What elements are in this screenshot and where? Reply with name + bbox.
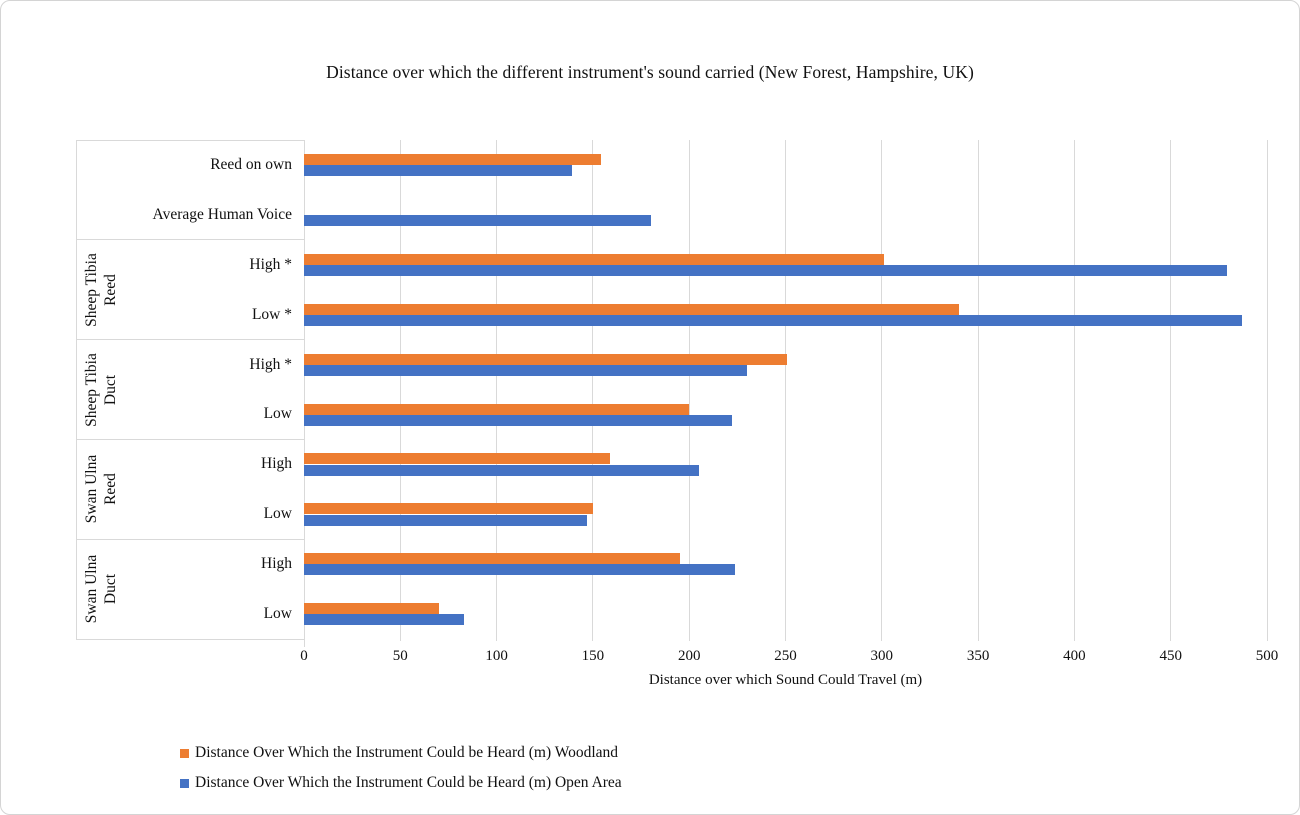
bar-woodland [304, 453, 611, 465]
category-separator-line [76, 538, 304, 540]
legend-label-woodland: Distance Over Which the Instrument Could… [195, 744, 619, 761]
category-group-label: Sheep Tibia Reed [76, 240, 126, 340]
category-separator-line [76, 139, 304, 141]
gridline [977, 140, 979, 641]
category-label: Low [263, 605, 292, 623]
category-group-label-line: Duct [101, 574, 119, 605]
gridline [785, 140, 786, 641]
x-tick-label: 200 [677, 648, 701, 664]
bar-open-area [304, 464, 699, 476]
category-group-label-line: Swan Ulna [82, 455, 100, 524]
bar-open-area [304, 364, 747, 376]
x-axis-title: Distance over which Sound Could Travel (… [648, 672, 923, 688]
category-separator-line [76, 339, 304, 341]
chart-title: Distance over which the different instru… [326, 62, 974, 82]
category-label: Low [263, 505, 292, 523]
category-group-label-line: Reed [101, 273, 119, 306]
legend-item-open-area: Distance Over Which the Instrument Could… [180, 774, 622, 792]
bar-woodland [304, 603, 439, 615]
legend-swatch-open-area-icon [180, 778, 189, 788]
gridline [592, 140, 594, 641]
legend-swatch-woodland-icon [180, 748, 189, 758]
gridline [688, 140, 690, 641]
category-label: Reed on own [210, 155, 292, 173]
bar-open-area [304, 564, 736, 576]
gridline [881, 140, 883, 641]
category-group-label-line: Reed [101, 473, 119, 506]
category-label: High [261, 555, 292, 573]
bar-open-area [304, 265, 1227, 276]
gridline [303, 140, 305, 647]
gridline [1266, 140, 1268, 641]
gridline [1170, 140, 1172, 641]
category-group-label-line: Swan Ulna [82, 554, 100, 624]
gridline [1073, 140, 1075, 641]
bar-woodland [304, 253, 884, 265]
x-tick-label: 150 [581, 648, 605, 664]
x-tick-label: 400 [1063, 648, 1086, 664]
category-group-label: Sheep Tibia Duct [76, 340, 126, 440]
category-axis-border [76, 140, 77, 639]
x-tick-label: 350 [966, 648, 990, 664]
legend-label-open-area: Distance Over Which the Instrument Could… [195, 774, 622, 791]
bar-woodland [304, 353, 788, 365]
bar-open-area [304, 314, 1242, 326]
category-group-label: Swan Ulna Reed [76, 439, 126, 539]
bar-woodland [304, 503, 593, 515]
category-group-label-line: Sheep Tibia [82, 252, 100, 327]
x-tick-label: 100 [485, 648, 508, 664]
x-tick-label: 300 [870, 648, 894, 664]
category-label: High [261, 455, 292, 473]
x-tick-label: 250 [774, 648, 797, 664]
category-separator-line [76, 438, 304, 440]
category-group-label: Swan Ulna Duct [76, 539, 126, 639]
bar-open-area [304, 514, 588, 526]
category-separator-line [76, 638, 304, 640]
category-label: Low [263, 405, 292, 423]
legend-item-woodland: Distance Over Which the Instrument Could… [180, 744, 618, 762]
bar-open-area [304, 215, 651, 227]
x-tick-label: 450 [1159, 648, 1182, 664]
bar-woodland [304, 553, 680, 565]
gridline [399, 140, 401, 641]
bar-open-area [304, 165, 572, 177]
category-label: High * [249, 355, 292, 373]
category-label: Average Human Voice [152, 205, 292, 223]
x-tick-label: 500 [1255, 648, 1279, 664]
category-group-label-line: Duct [101, 374, 119, 405]
bar-woodland [304, 303, 959, 315]
x-tick-label: 50 [392, 648, 408, 664]
gridline [496, 140, 498, 641]
bar-woodland [304, 154, 601, 165]
category-group-label-line: Sheep Tibia [82, 352, 100, 427]
x-tick-label: 0 [300, 648, 308, 664]
bar-open-area [304, 414, 732, 426]
category-separator-line [76, 239, 304, 241]
bar-woodland [304, 403, 690, 415]
bar-open-area [304, 614, 464, 626]
category-label: High * [249, 255, 292, 273]
category-label: Low * [251, 305, 292, 323]
